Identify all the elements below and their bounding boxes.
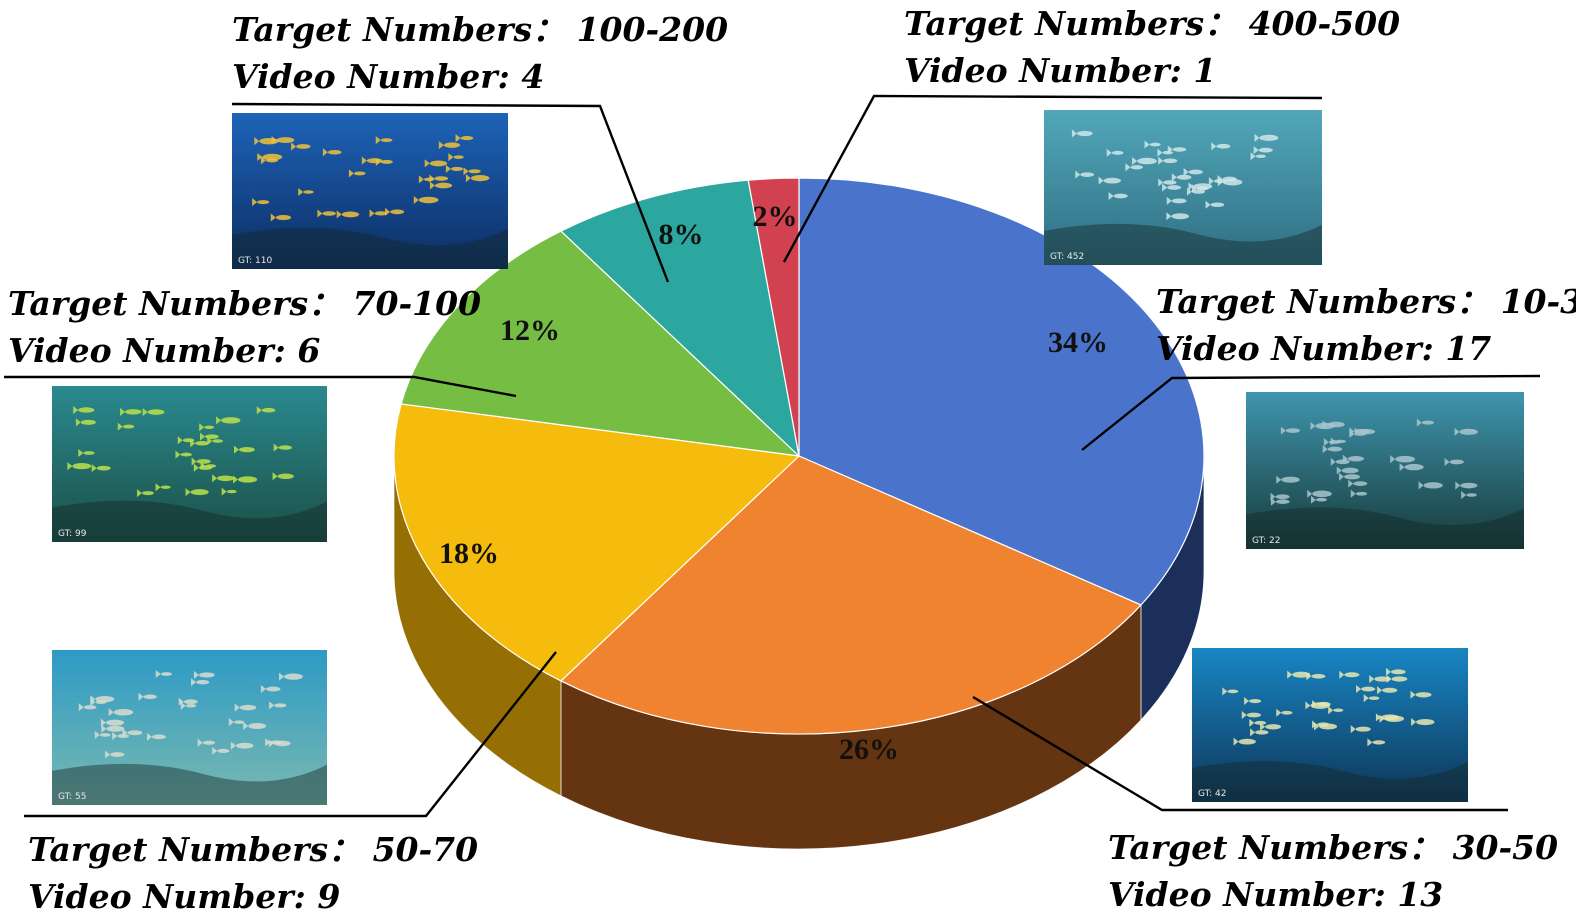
target-numbers-text: Target Numbers： 30-50: [1108, 828, 1559, 867]
video-number-text: Video Number: 6: [8, 331, 321, 370]
leader-line-5: [782, 94, 1323, 263]
leader-line-0: [1081, 374, 1541, 451]
target-numbers-text: Target Numbers： 10-30: [1156, 282, 1576, 321]
thumbnail-gt-label: GT: 55: [58, 792, 87, 802]
fish-thumbnail-5: GT: 452: [1044, 110, 1322, 265]
slice-label-2: Target Numbers： 50-70 Video Number: 9: [28, 826, 478, 920]
leader-lines: [4, 94, 1541, 818]
fish-thumbnail-4: GT: 110: [232, 113, 508, 269]
slice-label-4: Target Numbers： 100-200 Video Number: 4: [232, 6, 728, 100]
pie-slice-2: [393, 403, 801, 682]
fish-thumbnail-2: GT: 55: [52, 650, 327, 805]
pie-slices: [393, 177, 1205, 735]
pie-slice-0: [798, 177, 1205, 606]
pie-slice-1: [559, 455, 1142, 735]
percent-label-0: 34%: [1048, 326, 1108, 359]
video-number-text: Video Number: 17: [1156, 329, 1492, 368]
pie-depth: [393, 455, 1205, 850]
percent-label-2: 18%: [439, 537, 499, 570]
fish-thumbnail-3: GT: 99: [52, 386, 327, 542]
fish-thumbnail-1: GT: 42: [1192, 648, 1468, 802]
pie-slice-4: [559, 179, 800, 458]
fish-thumbnail-0: GT: 22: [1246, 392, 1524, 549]
video-number-text: Video Number: 4: [232, 57, 545, 96]
thumbnail-gt-label: GT: 452: [1050, 252, 1084, 262]
leader-line-4: [231, 102, 670, 283]
target-numbers-text: Target Numbers： 50-70: [28, 830, 479, 869]
leader-line-3: [4, 375, 517, 398]
target-numbers-text: Target Numbers： 100-200: [232, 10, 729, 49]
pie-slice-5: [747, 177, 800, 457]
leader-line-1: [972, 695, 1508, 812]
video-number-text: Video Number: 1: [904, 51, 1217, 90]
percent-label-3: 12%: [500, 314, 560, 347]
slice-label-3: Target Numbers： 70-100 Video Number: 6: [8, 280, 481, 374]
percent-labels: 34% 26% 18% 12% 8% 2%: [439, 200, 1108, 766]
thumbnail-gt-label: GT: 99: [58, 529, 87, 539]
target-numbers-text: Target Numbers： 70-100: [8, 284, 482, 323]
video-number-text: Video Number: 13: [1108, 875, 1444, 914]
slice-label-1: Target Numbers： 30-50 Video Number: 13: [1108, 824, 1558, 918]
thumbnail-gt-label: GT: 110: [238, 256, 273, 266]
thumbnail-gt-label: GT: 42: [1198, 789, 1227, 799]
slice-label-5: Target Numbers： 400-500 Video Number: 1: [904, 0, 1400, 94]
target-numbers-text: Target Numbers： 400-500: [904, 4, 1401, 43]
thumbnail-gt-label: GT: 22: [1252, 536, 1281, 546]
leader-line-2: [24, 651, 557, 818]
video-number-text: Video Number: 9: [28, 877, 341, 916]
percent-label-1: 26%: [839, 733, 899, 766]
pie-slice-3: [400, 230, 801, 457]
percent-label-4: 8%: [659, 218, 704, 251]
pie-side-shade: [394, 456, 1204, 849]
slice-label-0: Target Numbers： 10-30 Video Number: 17: [1156, 278, 1576, 372]
percent-label-5: 2%: [753, 200, 798, 233]
